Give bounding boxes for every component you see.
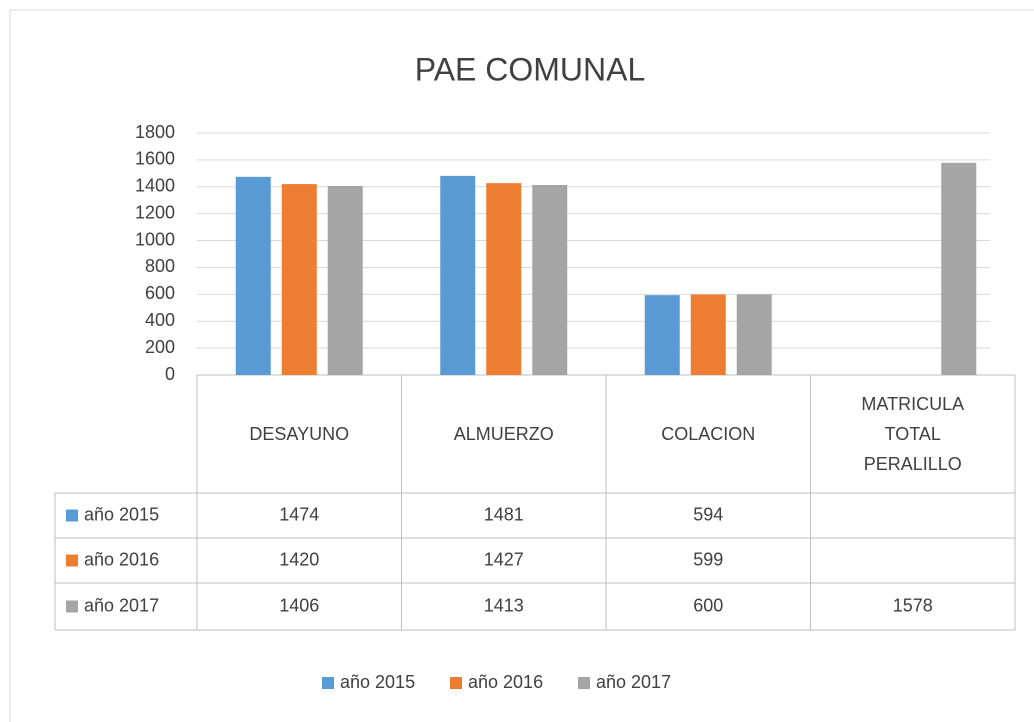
table-value: 1413 <box>484 595 524 615</box>
bar <box>532 185 568 375</box>
table-value: 1427 <box>484 549 524 569</box>
bar <box>736 294 772 375</box>
y-tick-label: 1400 <box>135 176 175 196</box>
chart-frame <box>9 9 1034 722</box>
bar <box>486 183 522 375</box>
table-value: 1578 <box>893 595 933 615</box>
legend-label: año 2015 <box>340 672 415 692</box>
legend-key <box>450 677 462 689</box>
bar <box>941 162 977 375</box>
y-tick-label: 800 <box>145 256 175 276</box>
bar <box>235 176 271 375</box>
table-value: 1481 <box>484 504 524 524</box>
table-legend-key <box>66 554 78 567</box>
y-tick-label: 1200 <box>135 202 175 222</box>
bar <box>281 184 317 375</box>
chart-title: PAE COMUNAL <box>415 51 646 87</box>
table-value: 1474 <box>279 504 319 524</box>
table-legend-key <box>66 509 78 522</box>
table-series-name: año 2015 <box>84 504 159 524</box>
category-label: MATRICULA TOTAL PERALILLO <box>861 394 965 474</box>
y-tick-label: 400 <box>145 310 175 330</box>
table-series-name: año 2017 <box>84 595 159 615</box>
table-value: 1420 <box>279 549 319 569</box>
bar <box>327 185 363 375</box>
y-tick-label: 1000 <box>135 229 175 249</box>
y-tick-label: 200 <box>145 337 175 357</box>
y-tick-label: 0 <box>165 364 175 384</box>
category-label: DESAYUNO <box>249 424 350 444</box>
bar <box>644 295 680 375</box>
table-series-name: año 2016 <box>84 549 159 569</box>
legend-label: año 2017 <box>596 672 671 692</box>
bar <box>440 175 476 375</box>
table-value: 600 <box>693 595 723 615</box>
category-label: ALMUERZO <box>453 424 554 444</box>
table-value: 1406 <box>279 595 319 615</box>
legend-key <box>322 677 334 689</box>
category-label: COLACION <box>661 424 756 444</box>
bar <box>690 294 726 375</box>
y-tick-label: 1800 <box>135 122 175 142</box>
legend-key <box>578 677 590 689</box>
y-tick-label: 1600 <box>135 149 175 169</box>
y-tick-label: 600 <box>145 283 175 303</box>
table-legend-key <box>66 600 78 613</box>
table-value: 594 <box>693 504 723 524</box>
table-value: 599 <box>693 549 723 569</box>
legend-label: año 2016 <box>468 672 543 692</box>
